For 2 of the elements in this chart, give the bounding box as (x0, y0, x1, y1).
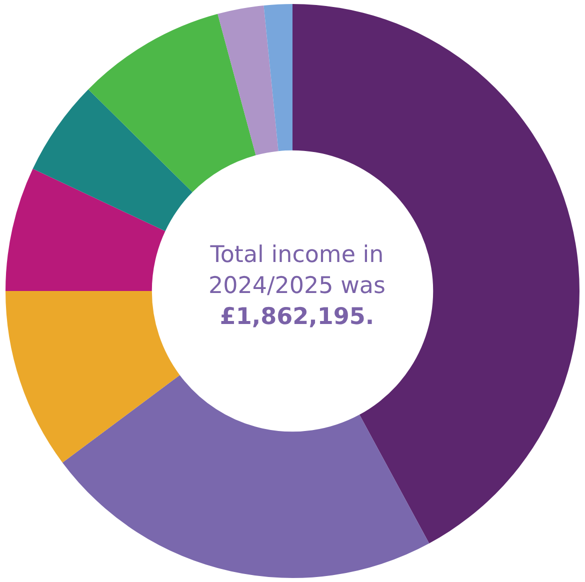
text: £1,862,195. (218, 303, 376, 332)
text: Total income in 2024/2025 was (207, 241, 386, 301)
